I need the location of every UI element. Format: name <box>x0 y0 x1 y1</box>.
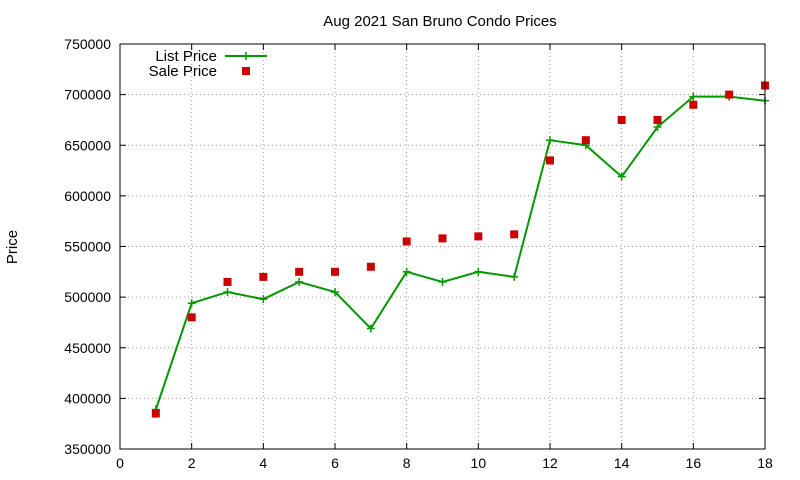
list-price-point <box>331 288 339 297</box>
y-tick-label: 700000 <box>64 87 111 103</box>
axis-ticks: 0 2 4 6 8 10 12 14 16 18 350000 400000 450000 500000 5… <box>64 36 773 471</box>
sale-price-point <box>617 115 626 124</box>
list-price-point <box>653 123 662 132</box>
sale-price-point <box>187 313 196 322</box>
sale-price-point <box>366 262 375 271</box>
list-price-point <box>510 272 519 281</box>
sale-price-point <box>259 272 268 281</box>
x-tick-label: 8 <box>403 455 411 471</box>
sale-price-point <box>438 234 447 243</box>
y-tick-label: 550000 <box>64 239 111 255</box>
list-price-point <box>187 299 196 308</box>
y-tick-label: 650000 <box>64 137 111 153</box>
y-tick-label: 750000 <box>64 36 111 52</box>
legend-marker-list-price <box>242 52 250 60</box>
sale-price-point <box>546 156 554 165</box>
sale-price-point <box>653 115 662 124</box>
list-price-point <box>295 277 304 286</box>
x-tick-label: 16 <box>686 455 702 471</box>
sale-price-point <box>151 409 160 418</box>
sale-price-point <box>474 232 483 241</box>
x-tick-label: 2 <box>188 455 196 471</box>
list-price-point <box>438 277 447 286</box>
list-price-point <box>617 172 626 181</box>
list-price-point <box>689 92 698 101</box>
series-line-list-price <box>154 95 766 410</box>
x-tick-label: 6 <box>331 455 339 471</box>
list-price-point <box>546 136 554 145</box>
y-axis-label: Price <box>4 230 21 264</box>
y-tick-label: 450000 <box>64 340 111 356</box>
x-tick-label: 14 <box>614 455 630 471</box>
sale-price-point <box>689 100 698 109</box>
grid-lines <box>120 44 765 449</box>
y-tick-label: 350000 <box>64 441 111 457</box>
legend-label-list-price: List Price <box>155 48 217 65</box>
list-price-point <box>474 267 483 276</box>
x-tick-label: 12 <box>542 455 558 471</box>
y-tick-label: 400000 <box>64 390 111 406</box>
sale-price-point <box>510 230 519 239</box>
sale-price-point <box>402 237 411 246</box>
list-price-point <box>259 295 268 304</box>
list-price-point <box>223 288 232 297</box>
x-tick-label: 18 <box>757 455 773 471</box>
sale-price-point <box>223 277 232 286</box>
plot-area <box>151 81 769 418</box>
x-tick-label: 10 <box>471 455 487 471</box>
legend-marker-sale-price <box>242 67 250 75</box>
x-tick-label: 0 <box>116 455 124 471</box>
chart-title: Aug 2021 San Bruno Condo Prices <box>323 13 557 30</box>
sale-price-point <box>725 90 734 99</box>
list-price-point <box>402 267 411 276</box>
y-tick-label: 500000 <box>64 289 111 305</box>
sale-price-point <box>581 136 590 145</box>
legend-label-sale-price: Sale Price <box>149 63 217 80</box>
sale-price-point <box>331 267 339 276</box>
list-price-point <box>366 324 375 333</box>
y-tick-label: 600000 <box>64 188 111 204</box>
x-tick-label: 4 <box>259 455 267 471</box>
sale-price-point <box>295 267 304 276</box>
